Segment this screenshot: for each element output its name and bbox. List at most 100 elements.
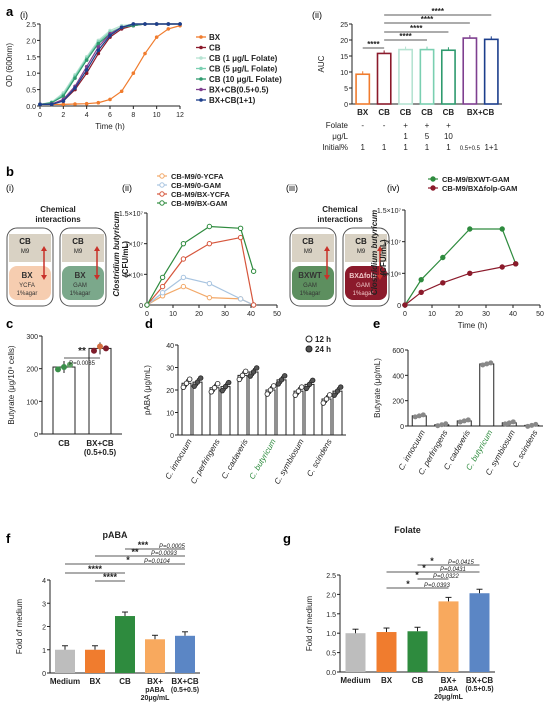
a-i-x-tick-label: 10 bbox=[153, 112, 161, 119]
a-i-legend-marker bbox=[199, 45, 203, 50]
d-bar bbox=[192, 381, 203, 436]
b-iv-x-tick-label: 20 bbox=[455, 311, 463, 318]
d-bar bbox=[209, 387, 220, 436]
b-iv-data-point bbox=[499, 226, 505, 232]
d-data-point bbox=[299, 384, 305, 390]
b-i-top-label: CB bbox=[19, 237, 31, 246]
a-ii-sig-stars: **** bbox=[367, 40, 380, 49]
g-y-tick-label: 0.5 bbox=[326, 651, 336, 658]
a-i-data-point bbox=[73, 76, 77, 80]
c-y-tick-label: 300 bbox=[26, 334, 38, 341]
a-ii-table-cell: + bbox=[425, 121, 430, 130]
c-data-point bbox=[67, 361, 73, 368]
e-data-point bbox=[488, 360, 494, 366]
g-bar bbox=[438, 601, 459, 672]
a-i-y-tick-label: 2.5 bbox=[26, 22, 36, 29]
a-ii-bar bbox=[419, 48, 435, 105]
a-ii-category-label: CB bbox=[421, 108, 433, 117]
a-i-legend-label: CB bbox=[209, 44, 221, 53]
e-data-point bbox=[420, 412, 426, 418]
d-data-point bbox=[194, 379, 201, 385]
a-i-data-point bbox=[166, 22, 171, 26]
b-iv-series-line bbox=[404, 263, 516, 306]
d-category-label: C. perfringens bbox=[189, 438, 222, 486]
c-category-label: (0.5+0.5) bbox=[84, 448, 117, 457]
b-ii-legend-label: CB-M9/BX-YCFA bbox=[171, 190, 230, 199]
panel-label-e: e bbox=[373, 316, 380, 331]
c-data-point bbox=[55, 366, 61, 373]
d-bar bbox=[220, 386, 231, 436]
a-i-data-point bbox=[96, 100, 101, 105]
a-ii-y-tick-label: 20 bbox=[340, 38, 348, 45]
b-ii-x-tick-label: 10 bbox=[169, 311, 177, 318]
g-p-value: P=0.0415 bbox=[448, 560, 475, 566]
a-i-legend-marker bbox=[199, 98, 203, 102]
a-i-x-tick-label: 12 bbox=[176, 112, 184, 119]
e-data-point bbox=[533, 421, 539, 427]
b-iii-bottom-label: 1%agar bbox=[300, 291, 321, 297]
a-i-legend-label: BX bbox=[209, 33, 221, 42]
b-i-top-label: M9 bbox=[21, 249, 30, 255]
b-i-arrow-head bbox=[41, 246, 47, 251]
b-i-title: Chemical bbox=[40, 205, 76, 214]
g-y-tick-label: 1.5 bbox=[326, 612, 336, 619]
b-ii-data-point bbox=[250, 268, 257, 274]
b-iii-bottom-label: BXΔfolp bbox=[349, 273, 377, 280]
f-p-value: P=0.0093 bbox=[151, 551, 178, 557]
e-bar bbox=[479, 363, 495, 427]
b-iv-x-tick-label: 10 bbox=[428, 311, 436, 318]
panel-label-biv: (iv) bbox=[387, 183, 400, 193]
f-category-label: BX+ bbox=[147, 677, 163, 686]
e-data-point bbox=[502, 421, 508, 427]
panel-label-b: b bbox=[6, 164, 14, 179]
d-legend-marker bbox=[305, 335, 313, 343]
a-i-data-point bbox=[38, 102, 42, 107]
panel-label-biii: (iii) bbox=[286, 183, 298, 193]
g-category-label: BX+ bbox=[441, 676, 457, 685]
g-bar bbox=[407, 631, 428, 672]
d-category-label: C. butyricum bbox=[247, 437, 277, 481]
f-bar bbox=[115, 616, 135, 673]
b-i-arrow-head bbox=[94, 246, 100, 251]
d-data-point bbox=[278, 377, 285, 383]
d-legend-marker bbox=[305, 345, 313, 353]
g-bar bbox=[376, 632, 397, 672]
a-i-legend-label: CB (10 μg/L Folate) bbox=[209, 75, 282, 84]
d-data-point bbox=[331, 392, 337, 398]
b-iv-x-label: Time (h) bbox=[458, 321, 488, 330]
d-bar bbox=[237, 374, 248, 436]
g-sig-stars: * bbox=[422, 563, 426, 573]
f-y-label: Fold of medium bbox=[15, 599, 24, 654]
g-p-value: P=0.0431 bbox=[440, 567, 466, 573]
b-i-bottom-label: GAM bbox=[73, 283, 87, 289]
b-iii-arrow-head bbox=[324, 275, 330, 280]
d-y-tick-label: 10 bbox=[166, 411, 174, 418]
a-ii-table-cell: 1 bbox=[403, 143, 408, 152]
a-ii-sig-stars: **** bbox=[399, 32, 412, 41]
panel-label-d: d bbox=[145, 316, 153, 331]
a-ii-bar bbox=[440, 49, 456, 105]
a-i-legend-label: CB (5 μg/L Folate) bbox=[209, 65, 278, 74]
a-ii-category-label: CB bbox=[443, 108, 455, 117]
c-data-point bbox=[97, 343, 103, 350]
a-ii-table-cell: 5 bbox=[425, 132, 430, 141]
g-sig-stars: * bbox=[430, 556, 434, 566]
a-ii-sig-stars: **** bbox=[431, 7, 444, 16]
b-iii-bottom-label: 1%agar bbox=[353, 291, 374, 297]
b-ii-y-tick-label: 5×10⁶ bbox=[124, 272, 143, 279]
b-iii-bottom-layer bbox=[345, 266, 387, 300]
d-bar bbox=[248, 371, 259, 436]
d-data-point bbox=[254, 365, 260, 371]
e-data-point bbox=[506, 420, 512, 426]
g-y-tick-label: 1.0 bbox=[326, 631, 336, 638]
g-p-value: P=0.0393 bbox=[424, 583, 451, 589]
a-i-y-tick-label: 2.0 bbox=[26, 38, 36, 45]
b-ii-legend-marker bbox=[159, 173, 165, 179]
g-sig-stars: * bbox=[415, 570, 419, 580]
c-data-point bbox=[61, 364, 67, 371]
e-data-point bbox=[412, 414, 418, 420]
b-iii-bottom-label: GAM bbox=[303, 283, 317, 289]
b-iv-series-line bbox=[404, 228, 517, 306]
f-p-value: P=0.0104 bbox=[144, 559, 171, 565]
b-iv-data-point bbox=[418, 289, 424, 296]
